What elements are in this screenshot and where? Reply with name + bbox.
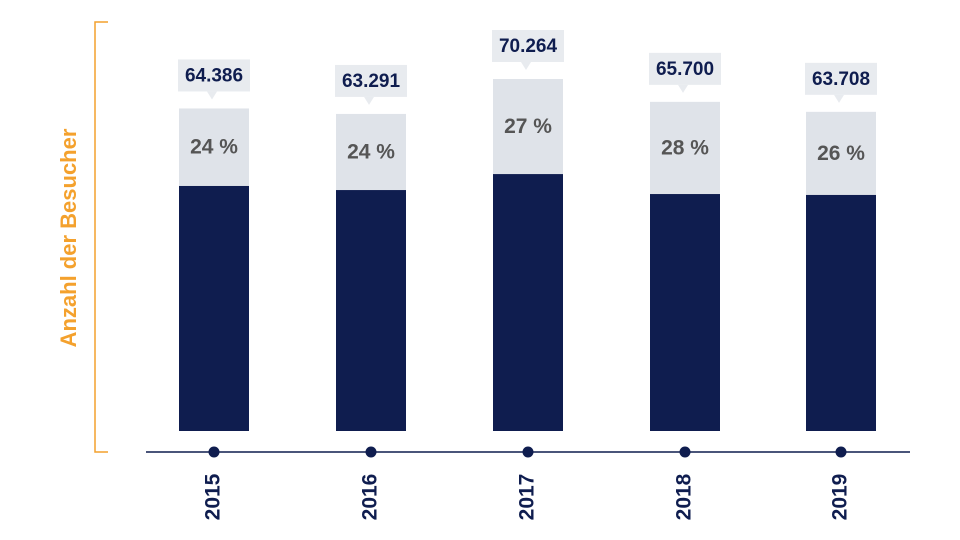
x-tick-label-2017: 2017 bbox=[516, 474, 539, 521]
bar-segment-share-2017 bbox=[493, 79, 563, 175]
bar-group-2019: 26 % 63.708 2019 bbox=[805, 62, 877, 521]
share-label-2019: 26 % bbox=[817, 142, 865, 165]
total-callout-pointer-2018 bbox=[678, 84, 688, 93]
x-tick-label-2016: 2016 bbox=[359, 474, 382, 521]
total-callout-pointer-2019 bbox=[834, 94, 844, 103]
axis-dot-2017 bbox=[522, 446, 534, 458]
total-callout-box-2019 bbox=[805, 62, 877, 95]
bar-group-2017: 27 % 70.264 2017 bbox=[492, 30, 564, 520]
bar-segment-share-2016 bbox=[336, 113, 406, 191]
bar-segment-other-2016 bbox=[336, 190, 406, 431]
bar-segment-other-2019 bbox=[806, 194, 876, 431]
share-label-2018: 28 % bbox=[661, 136, 709, 159]
bar-segment-other-2017 bbox=[493, 174, 563, 432]
bar-segment-share-2018 bbox=[650, 101, 720, 195]
share-label-2017: 27 % bbox=[504, 115, 552, 138]
axis-dot-2016 bbox=[365, 446, 377, 458]
total-label-2016: 63.291 bbox=[342, 71, 401, 92]
bar-segment-share-2015 bbox=[179, 108, 249, 186]
y-axis-bracket bbox=[94, 21, 108, 453]
bar-segment-other-2018 bbox=[650, 194, 720, 431]
total-label-2015: 64.386 bbox=[185, 65, 243, 86]
total-callout-box-2016 bbox=[335, 64, 407, 97]
bar-segment-share-2019 bbox=[806, 111, 876, 195]
bar-group-2018: 28 % 65.700 2018 bbox=[649, 52, 721, 520]
share-label-2015: 24 % bbox=[190, 136, 238, 159]
chart-marks: 24 % 64.386 2015 24 % 63.291 2016 27 % 70.264 20… bbox=[178, 30, 877, 520]
axis-dot-2019 bbox=[835, 446, 847, 458]
x-tick-label-2015: 2015 bbox=[202, 473, 225, 520]
total-callout-box-2015 bbox=[178, 59, 250, 92]
total-callout-pointer-2016 bbox=[364, 96, 374, 105]
share-label-2016: 24 % bbox=[347, 141, 395, 164]
x-tick-label-2019: 2019 bbox=[829, 474, 852, 521]
total-label-2017: 70.264 bbox=[499, 36, 558, 57]
x-tick-label-2018: 2018 bbox=[673, 473, 696, 520]
total-label-2019: 63.708 bbox=[812, 69, 870, 90]
total-callout-box-2018 bbox=[649, 52, 721, 85]
total-callout-pointer-2015 bbox=[207, 91, 217, 100]
total-label-2018: 65.700 bbox=[656, 59, 714, 80]
axis-dot-2015 bbox=[208, 446, 220, 458]
bar-segment-other-2015 bbox=[179, 185, 249, 431]
y-axis-label: Anzahl der Besucher bbox=[56, 128, 81, 347]
total-callout-box-2017 bbox=[492, 30, 564, 62]
axis-dot-2018 bbox=[679, 446, 691, 458]
bar-group-2016: 24 % 63.291 2016 bbox=[335, 64, 407, 521]
y-axis-bracket-line bbox=[94, 21, 108, 453]
total-callout-pointer-2017 bbox=[521, 62, 531, 70]
bar-group-2015: 24 % 64.386 2015 bbox=[178, 59, 250, 520]
